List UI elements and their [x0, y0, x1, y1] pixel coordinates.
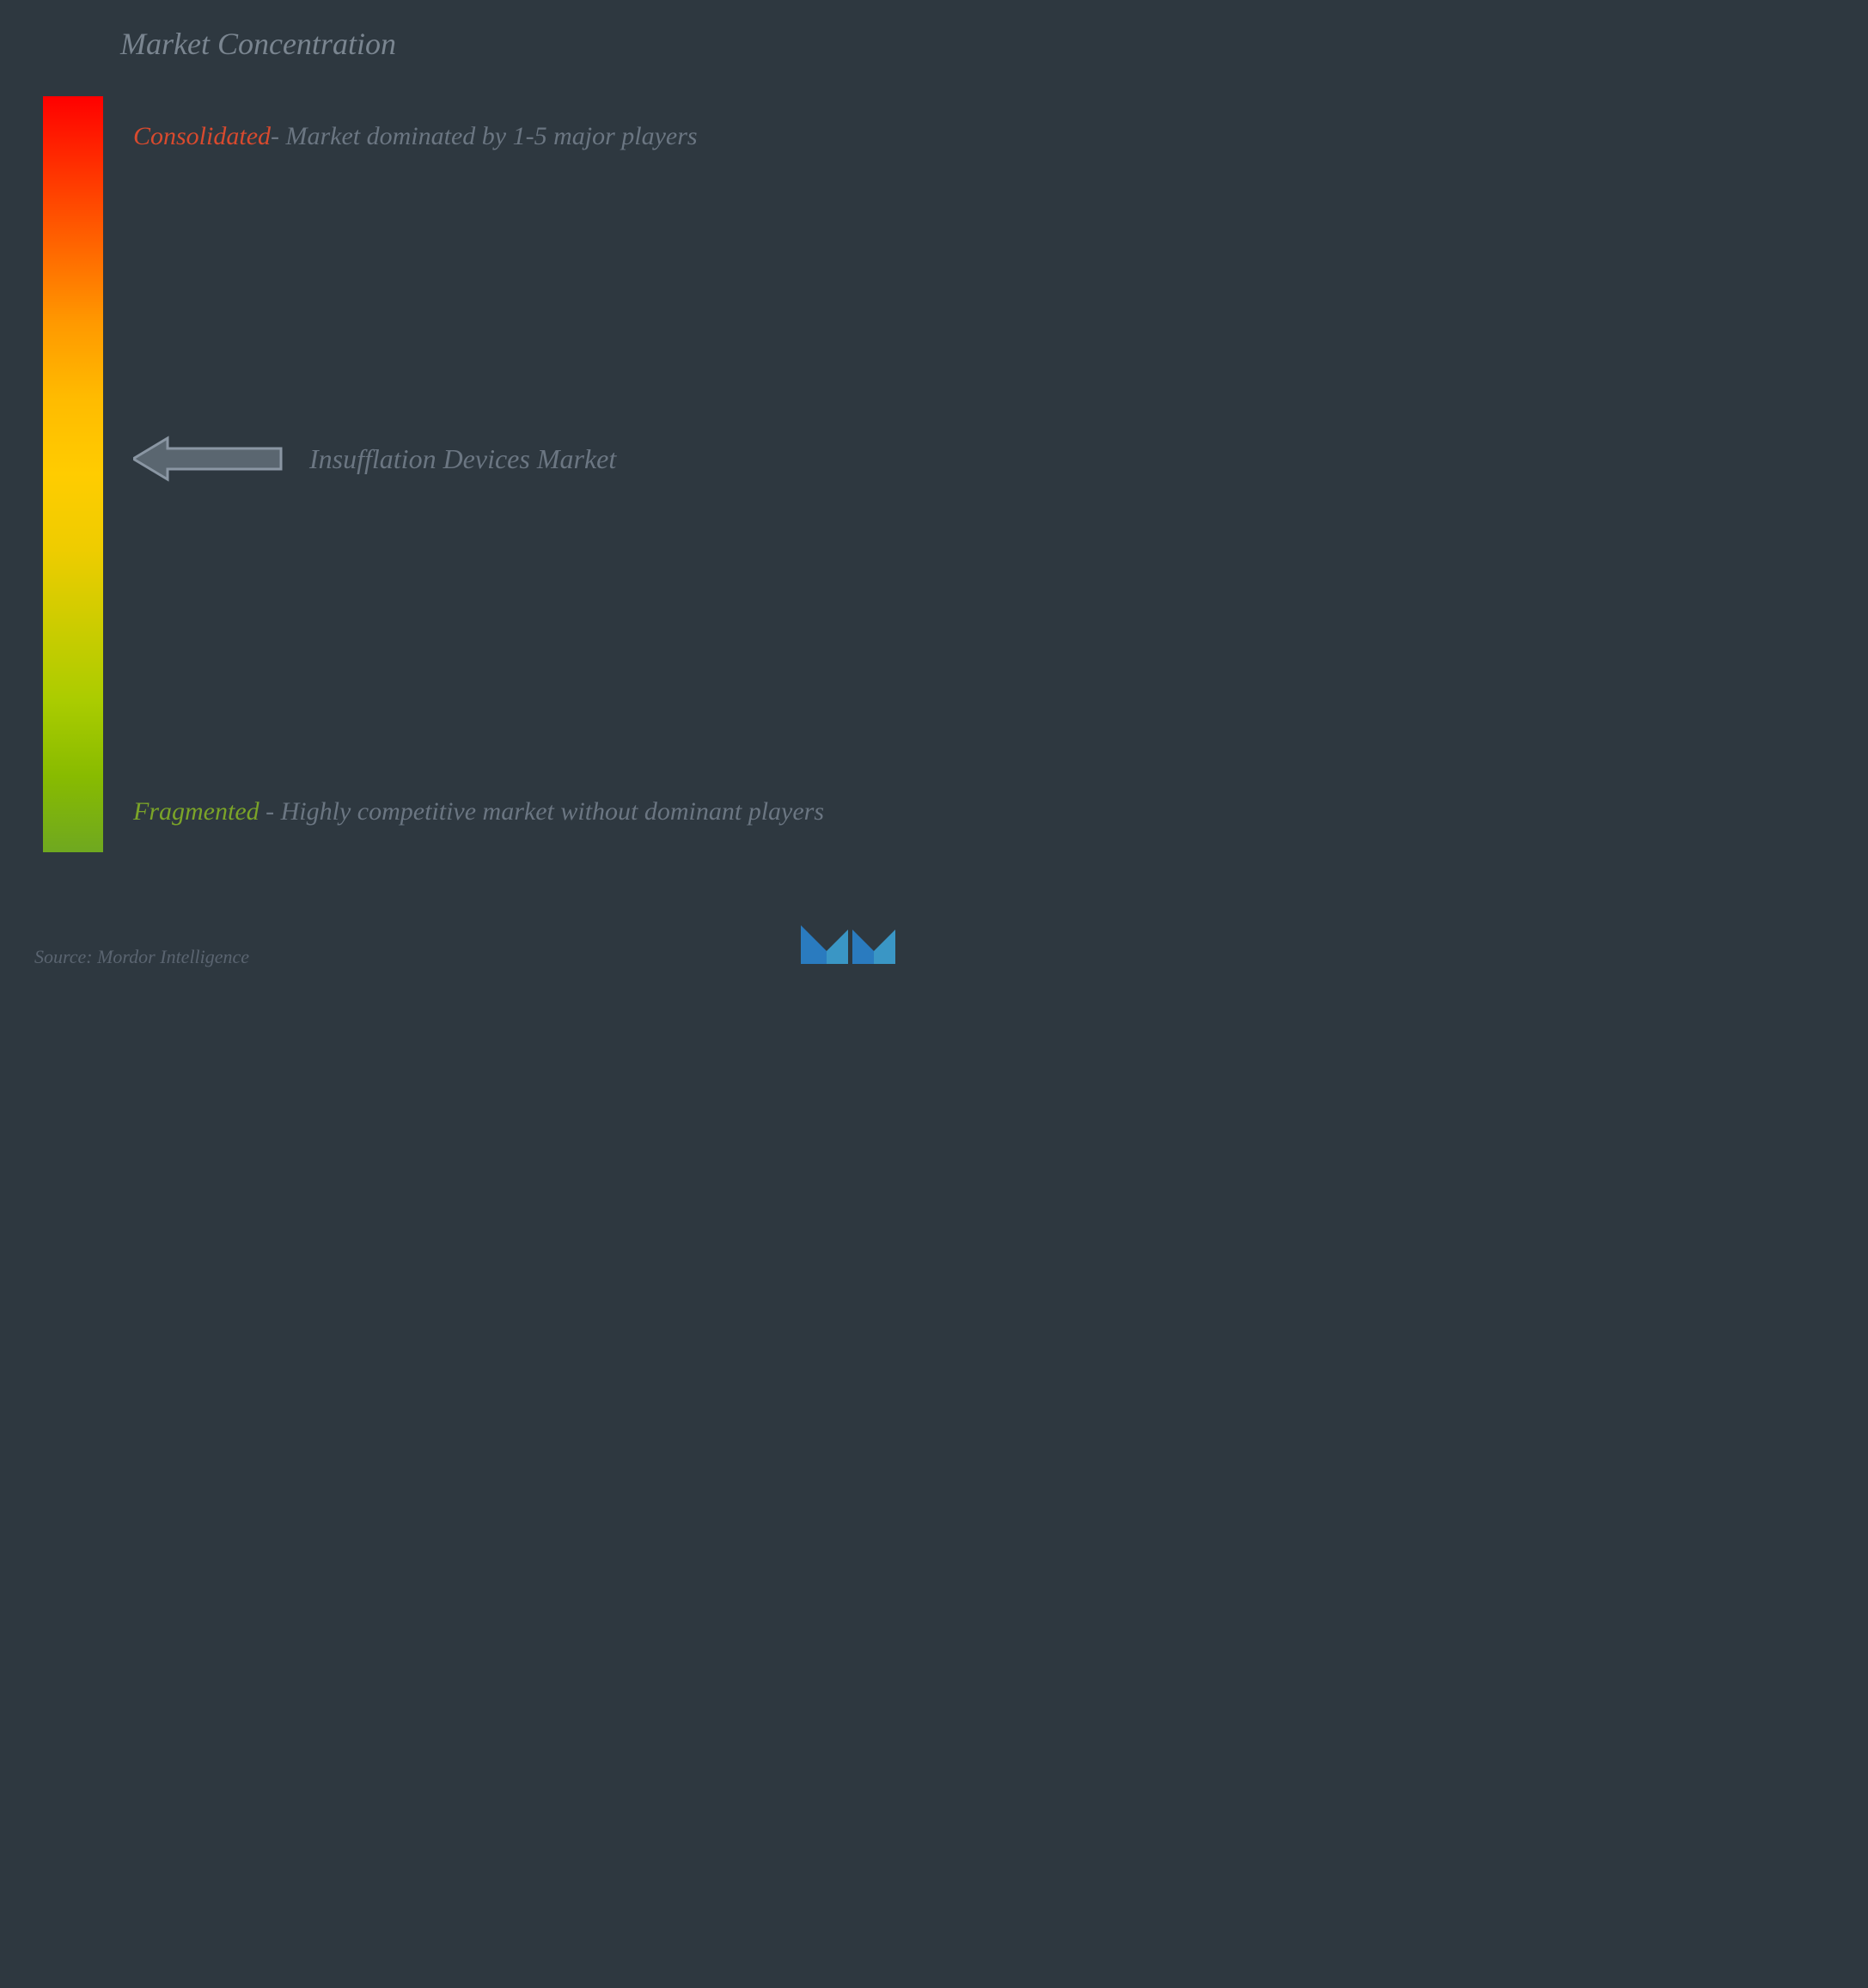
- page-title: Market Concentration: [120, 26, 900, 62]
- fragmented-description: - Highly competitive market without domi…: [259, 797, 824, 826]
- source-name: Mordor Intelligence: [97, 946, 249, 967]
- arrow-left-icon: [133, 435, 284, 483]
- concentration-gradient-bar: [43, 96, 103, 852]
- consolidated-highlight: Consolidated: [133, 122, 271, 150]
- footer: Source: Mordor Intelligence: [34, 908, 900, 968]
- source-attribution: Source: Mordor Intelligence: [34, 946, 249, 968]
- fragmented-label: Fragmented - Highly competitive market w…: [133, 789, 882, 835]
- labels-column: Consolidated- Market dominated by 1-5 ma…: [103, 96, 900, 852]
- content-area: Consolidated- Market dominated by 1-5 ma…: [34, 96, 900, 852]
- consolidated-description: - Market dominated by 1-5 major players: [271, 122, 698, 150]
- market-name: Insufflation Devices Market: [309, 443, 616, 475]
- market-indicator: Insufflation Devices Market: [133, 435, 616, 483]
- fragmented-highlight: Fragmented: [133, 797, 259, 826]
- mordor-logo-icon: [797, 908, 900, 968]
- consolidated-label: Consolidated- Market dominated by 1-5 ma…: [133, 113, 882, 160]
- source-prefix: Source:: [34, 946, 97, 967]
